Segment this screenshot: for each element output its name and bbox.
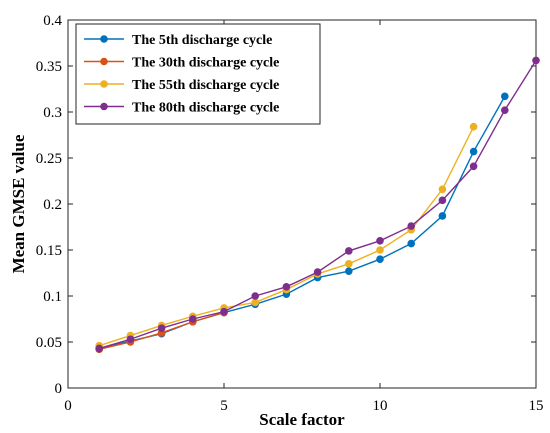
x-tick-label: 0 (64, 398, 72, 414)
data-point (407, 222, 416, 230)
data-point (345, 260, 353, 268)
data-point (407, 239, 416, 248)
data-point (313, 268, 322, 276)
legend-box (75, 23, 321, 125)
legend-item: The 30th discharge cycle (84, 56, 279, 71)
legend-item: The 80th discharge cycle (84, 101, 279, 116)
y-tick-label: 0.1 (43, 289, 62, 305)
legend-label: The 30th discharge cycle (132, 56, 279, 71)
series-layer (95, 56, 540, 354)
legend-marker (100, 35, 108, 43)
y-tick-label: 0.35 (36, 59, 62, 75)
data-point (282, 283, 291, 291)
y-tick-label: 0.15 (36, 243, 62, 259)
legend-item: The 5th discharge cycle (84, 33, 272, 48)
data-point (220, 307, 228, 316)
y-tick-label: 0.4 (43, 13, 62, 29)
data-point (501, 106, 509, 114)
x-axis-title: Scale factor (259, 410, 345, 429)
data-point (157, 324, 166, 333)
y-tick-label: 0.3 (43, 105, 62, 121)
y-tick-label: 0 (55, 381, 63, 397)
x-tick-label: 15 (529, 398, 544, 414)
data-point (469, 147, 478, 156)
legend-marker (100, 80, 108, 88)
data-point (501, 92, 509, 101)
data-point (345, 247, 353, 255)
x-tick-label: 10 (373, 398, 388, 414)
data-point (438, 212, 447, 220)
series-4 (95, 56, 540, 353)
data-point (376, 255, 384, 263)
legend-items: The 5th discharge cycle The 30th discharg… (84, 33, 279, 116)
x-axis-ticks: 0 5 10 15 (64, 20, 544, 414)
legend-label: The 80th discharge cycle (132, 101, 279, 116)
legend-marker (100, 57, 108, 66)
data-point (189, 315, 197, 323)
data-point (469, 162, 478, 171)
data-point (95, 344, 103, 353)
legend-label: The 5th discharge cycle (132, 33, 272, 48)
data-point (438, 196, 447, 205)
y-tick-label: 0.05 (36, 335, 62, 351)
data-point (438, 185, 447, 194)
y-axis-title: Mean GMSE value (9, 134, 28, 273)
data-point (376, 237, 384, 245)
legend-item: The 55th discharge cycle (84, 78, 279, 93)
data-point (376, 246, 384, 254)
legend: The 5th discharge cycle The 30th discharg… (75, 23, 321, 125)
y-tick-label: 0.25 (36, 151, 62, 167)
data-point (345, 267, 353, 275)
data-point (532, 56, 540, 65)
legend-label: The 55th discharge cycle (132, 78, 279, 93)
y-axis-ticks: 0 0.05 0.1 0.15 0.2 0.25 0.3 0.35 0.4 (36, 13, 536, 397)
data-point (126, 335, 135, 344)
data-point (469, 122, 478, 131)
data-point (251, 298, 259, 307)
y-tick-label: 0.2 (43, 197, 62, 213)
legend-marker (100, 102, 108, 111)
x-tick-label: 5 (220, 398, 228, 414)
series-line (99, 96, 506, 350)
data-point (251, 292, 259, 300)
